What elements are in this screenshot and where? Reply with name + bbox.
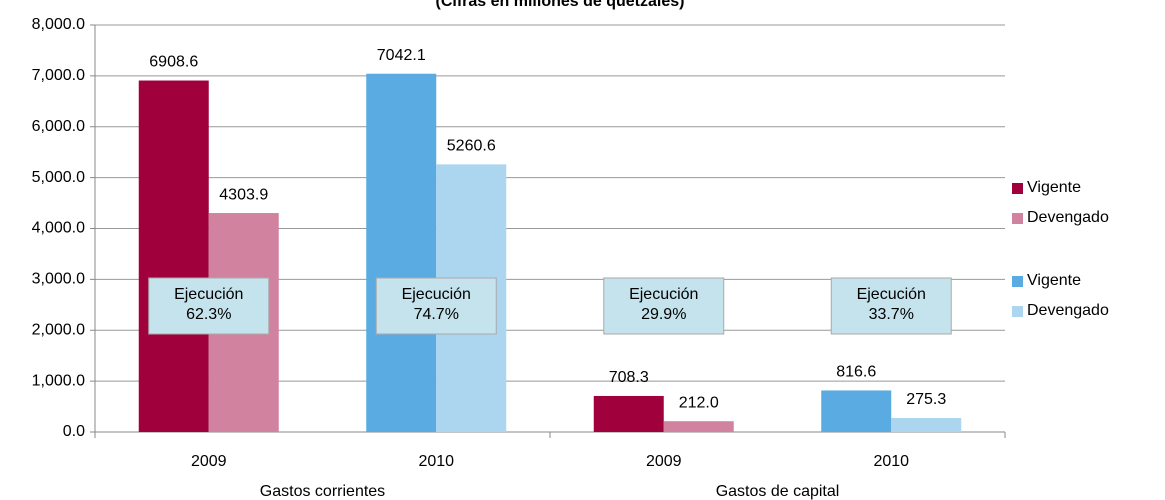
legend-swatch (1012, 306, 1023, 317)
x-tick-label: 2009 (646, 453, 682, 470)
x-tick-label: 2009 (191, 453, 227, 470)
annotation-box (603, 277, 725, 335)
data-label: 7042.1 (377, 47, 426, 64)
annotation-box (830, 277, 952, 335)
group-label: Gastos de capital (716, 483, 840, 500)
x-tick-label: 2010 (873, 453, 909, 470)
y-tick-label: 0.0 (63, 423, 85, 440)
y-tick-label: 2,000.0 (32, 321, 85, 338)
bar (663, 421, 734, 432)
legend-label: Vigente (1027, 179, 1081, 196)
bar (891, 417, 962, 432)
bar (138, 80, 209, 433)
data-label: 5260.6 (447, 138, 496, 155)
annotation-text: Ejecución (402, 286, 471, 303)
data-label: 275.3 (906, 391, 946, 408)
annotation-text: 62.3% (186, 306, 231, 323)
x-tick-label: 2010 (418, 453, 454, 470)
annotation-text: 29.9% (641, 306, 686, 323)
data-label: 6908.6 (149, 54, 198, 71)
chart-subtitle: (Cifras en millones de quetzales) (436, 0, 685, 10)
y-tick-label: 3,000.0 (32, 271, 85, 288)
data-label: 708.3 (609, 369, 649, 386)
data-label: 4303.9 (219, 186, 268, 203)
y-tick-label: 1,000.0 (32, 372, 85, 389)
legend-label: Devengado (1027, 209, 1109, 226)
annotation-box (148, 277, 270, 335)
annotation-box (375, 277, 497, 335)
bar (593, 395, 664, 432)
group-label: Gastos corrientes (260, 483, 385, 500)
bar (821, 390, 892, 432)
legend-label: Devengado (1027, 302, 1109, 319)
annotation-text: Ejecución (174, 286, 243, 303)
y-tick-label: 5,000.0 (32, 169, 85, 186)
y-tick-label: 7,000.0 (32, 67, 85, 84)
data-label: 816.6 (836, 364, 876, 381)
annotation-text: 74.7% (414, 306, 459, 323)
data-label: 212.0 (679, 394, 719, 411)
legend-swatch (1012, 276, 1023, 287)
legend-label: Vigente (1027, 272, 1081, 289)
annotation-text: 33.7% (869, 306, 914, 323)
legend-swatch (1012, 213, 1023, 224)
y-tick-label: 8,000.0 (32, 16, 85, 33)
bar (366, 73, 437, 433)
y-tick-label: 6,000.0 (32, 118, 85, 135)
y-tick-label: 4,000.0 (32, 220, 85, 237)
annotation-text: Ejecución (629, 286, 698, 303)
annotation-text: Ejecución (857, 286, 926, 303)
legend-swatch (1012, 183, 1023, 194)
